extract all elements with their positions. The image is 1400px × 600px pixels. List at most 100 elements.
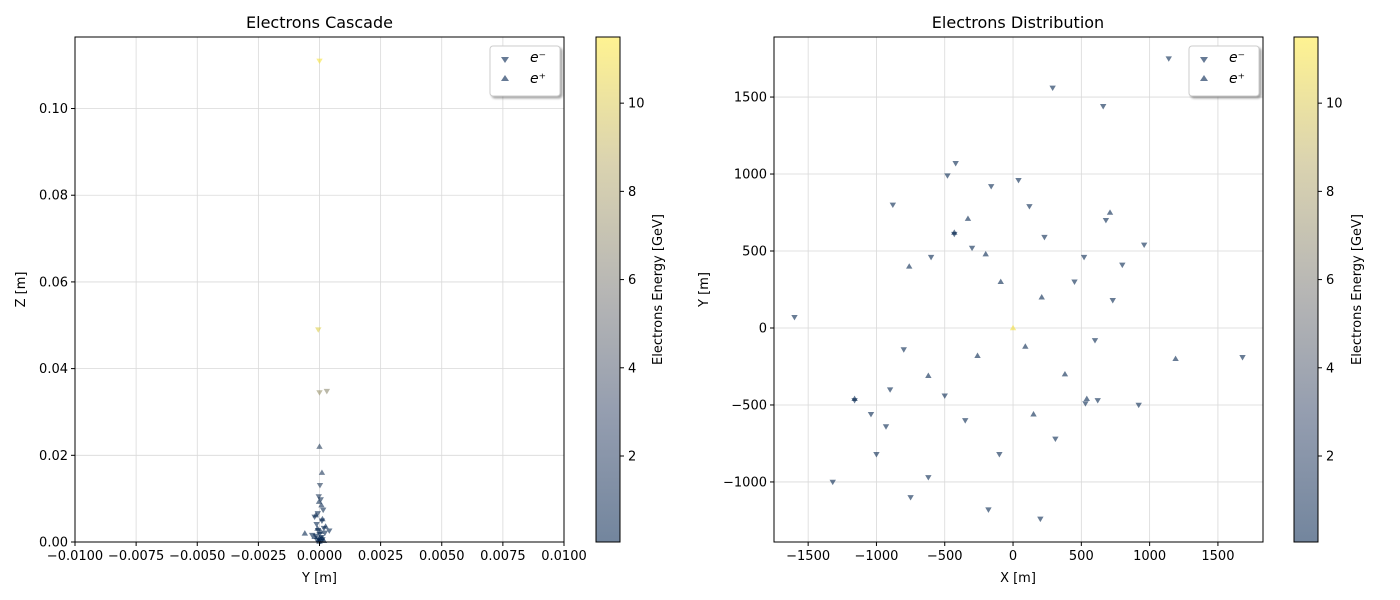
y-tick-label: 1000 — [734, 168, 767, 183]
legend-box — [489, 45, 561, 97]
electron-point — [317, 497, 324, 503]
legend-label-electron: e⁻ — [530, 50, 546, 66]
y-tick-label: 0 — [759, 321, 767, 336]
electron-point — [882, 424, 890, 430]
positron-point — [925, 372, 932, 378]
x-axis-ticks: −1500 −1000 −500 0 500 1000 1500 — [786, 542, 1234, 564]
positron-point — [315, 498, 323, 504]
electron-point — [319, 507, 327, 514]
electron-point — [996, 452, 1003, 458]
electron-point — [829, 479, 836, 486]
x-tick-label: −0.0075 — [108, 549, 164, 564]
grid — [74, 37, 565, 543]
positron-point — [322, 523, 329, 529]
colorbar-gradient — [595, 36, 621, 543]
plot-area — [773, 36, 1264, 543]
x-tick-label: −1500 — [786, 549, 830, 564]
electron-point — [1091, 338, 1099, 344]
positron-point — [851, 395, 858, 402]
y-tick-label: 500 — [742, 245, 767, 260]
legend: e⁻ e⁺ — [1188, 45, 1260, 97]
electron-point — [1099, 104, 1107, 110]
positron-point — [906, 263, 913, 269]
electron-point — [321, 530, 329, 537]
y-tick-label: 1500 — [734, 91, 767, 106]
legend-box — [1188, 45, 1260, 97]
electron-point — [1026, 204, 1033, 210]
x-axis-ticks: −0.0100 −0.0075 −0.0050 −0.0025 0.0000 0.0025… — [47, 542, 587, 564]
electron-point — [1094, 398, 1101, 404]
y-axis-ticks: 0.00 0.02 0.04 0.06 0.08 0.10 — [39, 102, 75, 551]
electron-point — [907, 495, 914, 501]
chart-title: Electrons Distribution — [932, 13, 1104, 32]
x-tick-label: −0.0050 — [169, 549, 225, 564]
legend: e⁻ e⁺ — [489, 45, 561, 97]
electron-point — [985, 507, 992, 513]
electron-point — [987, 184, 995, 190]
electron-point — [323, 388, 331, 395]
positron-point — [964, 215, 972, 221]
positron-point — [974, 352, 981, 358]
electron-point — [867, 411, 875, 418]
positron-point — [312, 511, 320, 518]
electron-point — [927, 254, 935, 261]
positron-point — [316, 443, 323, 449]
electron-point — [1071, 279, 1078, 286]
panel-electrons-cascade: Electrons Cascade −0.0100 −0.0075 −0.0050−… — [14, 13, 587, 586]
colorbar-tick-label: 2 — [1326, 449, 1334, 464]
legend-marker-electron-icon — [501, 57, 509, 63]
electron-point — [1037, 516, 1044, 523]
electron-point — [1135, 402, 1142, 409]
electron-point — [941, 393, 948, 399]
colorbar-ticks: 2 4 6 8 10 — [1318, 97, 1343, 464]
x-tick-label: −500 — [927, 549, 963, 564]
y-tick-label: −500 — [731, 398, 767, 413]
legend-marker-positron-icon — [1200, 75, 1208, 81]
positron-point — [317, 528, 324, 534]
positron-point — [982, 250, 989, 257]
colorbar-tick-label: 8 — [1326, 185, 1334, 200]
electron-point — [314, 511, 321, 517]
x-axis-label: Y [m] — [301, 571, 337, 586]
positron-point — [301, 530, 309, 536]
x-tick-label: 0.0100 — [541, 549, 587, 564]
x-tick-label: −1000 — [854, 549, 898, 564]
chart-title: Electrons Cascade — [246, 13, 393, 32]
y-axis-label: Z [m] — [14, 272, 29, 308]
positron-point — [319, 515, 326, 522]
electron-point — [316, 482, 324, 489]
y-tick-label: −1000 — [723, 475, 767, 490]
colorbar-tick-label: 4 — [628, 361, 636, 376]
electron-point — [900, 347, 907, 353]
electron-point — [952, 161, 959, 167]
electron-point — [1165, 56, 1172, 62]
x-tick-label: 1500 — [1201, 549, 1234, 564]
grid — [774, 37, 1263, 542]
colorbar-tick-label: 4 — [1326, 361, 1334, 376]
electron-point — [1041, 234, 1048, 241]
y-axis-ticks: −1000 −500 0 500 1000 1500 — [723, 91, 774, 490]
electron-point — [316, 58, 323, 65]
legend-label-electron: e⁻ — [1229, 50, 1245, 66]
legend-label-positron: e⁺ — [1229, 71, 1245, 87]
x-tick-label: −0.0100 — [47, 549, 103, 564]
y-tick-label: 0.00 — [39, 536, 68, 551]
y-tick-label: 0.08 — [39, 189, 68, 204]
electron-point — [889, 202, 897, 209]
electron-point — [313, 521, 320, 528]
electron-point — [791, 314, 798, 321]
electron-point — [315, 494, 322, 500]
x-tick-label: 0 — [1009, 549, 1017, 564]
legend-label-positron: e⁺ — [530, 71, 546, 87]
x-tick-label: 500 — [1069, 549, 1094, 564]
colorbar-tick-label: 6 — [1326, 273, 1334, 288]
positron-point — [1172, 355, 1179, 362]
colorbar-gradient — [1293, 36, 1319, 543]
electron-point — [873, 452, 880, 458]
positron-point — [1106, 209, 1114, 215]
electron-point — [326, 528, 333, 534]
y-tick-label: 0.04 — [39, 362, 68, 377]
electron-point — [886, 387, 894, 393]
panel-electrons-distribution: Electrons Distribution −1500 −1000 −500 0 50… — [697, 13, 1264, 586]
